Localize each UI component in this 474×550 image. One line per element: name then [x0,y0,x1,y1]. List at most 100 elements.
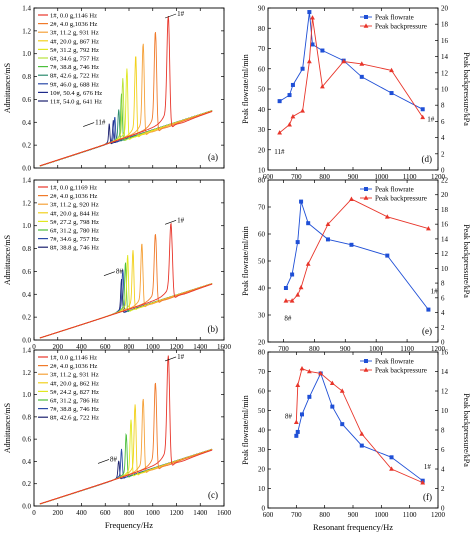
data-point [359,443,364,448]
annotation-arrow [83,122,95,127]
panel-f: 600 700 800 900 1000 1100 12000102030405060708… [241,349,471,533]
y-axis-label: Admittance/mS [3,235,12,285]
y-tick-label: 0.8 [22,73,31,81]
y2-tick-label: 14 [441,368,449,376]
y2-tick-label: 0 [441,167,445,175]
y2-tick-label: 16 [441,221,449,229]
data-point [359,431,365,436]
data-point [277,99,282,104]
legend-label: Peak backpressure [375,23,427,31]
y-tick-label: 40 [258,285,266,293]
x-tick-label: 800 [319,511,330,519]
y2-tick-label: 10 [441,407,449,415]
data-point [295,240,300,245]
legend-label: Peak backpressure [375,195,427,203]
legend-label: 2#, 4.0 g,1036 Hz [50,21,97,28]
y2-axis-label: Peak backpressure/kPa [462,224,471,298]
y-tick-label: 50 [258,407,266,415]
annotation-label: 1# [424,463,432,471]
x-tick-label: 600 [100,509,111,517]
data-point [289,298,295,303]
legend-label: 11#, 54.0 g, 641 Hz [50,99,102,106]
series-line [39,355,213,505]
y-tick-label: 0.0 [22,165,31,173]
panel-label: (b) [208,324,219,334]
data-point [341,58,347,64]
series-line [295,372,423,482]
y-tick-label: 60 [258,65,266,73]
y2-tick-label: 2 [441,485,445,493]
y-tick-label: 0.6 [22,436,31,444]
data-point [389,91,394,96]
x-tick-label: 1100 [403,173,417,181]
y2-tick-label: 10 [441,86,449,94]
legend-marker [363,23,369,28]
series-line [39,222,213,339]
legend-label: 1#, 0.0 g,1146 Hz [50,355,97,362]
y2-tick-label: 4 [441,309,445,317]
legend-marker [364,359,368,363]
annotation-label: 1# [177,10,185,18]
series-line [39,419,213,505]
x-tick-label: 1000 [146,343,161,351]
y2-tick-label: 16 [441,37,449,45]
y-tick-label: 0.4 [22,291,31,299]
x-tick-label: 700 [278,345,289,353]
y-axis-label: Peak flowrate/ml/min [241,226,250,296]
y-tick-label: 0.4 [22,119,31,127]
annotation-label: 1# [177,353,185,361]
data-point [295,429,300,434]
y-tick-label: 30 [258,312,266,320]
data-point [300,66,305,71]
annotation-arrow [103,271,116,276]
legend-label: 5#, 24.2 g, 827 Hz [50,389,99,396]
data-point [426,307,431,312]
x-tick-label: 900 [348,511,359,519]
data-point [295,382,301,387]
y-tick-label: 70 [258,204,266,212]
y-tick-label: 0.0 [22,337,31,345]
legend-marker [364,187,368,191]
y2-tick-label: 16 [441,349,449,357]
legend-label: 2#, 4.0 g,1036 Hz [50,193,97,200]
data-point [318,370,324,376]
x-tick-label: 1200 [431,345,446,353]
y-axis-label: Admittance/mS [3,403,12,453]
data-point [290,82,295,87]
y2-tick-label: 10 [441,265,449,273]
y-tick-label: 1.2 [22,199,31,207]
y-tick-label: 20 [258,339,266,347]
data-point [293,419,299,424]
y-tick-label: 80 [258,177,266,185]
y-tick-label: 70 [258,368,266,376]
plot-frame [267,179,439,343]
y2-tick-label: 12 [441,69,449,77]
data-point [330,404,335,409]
panel-label: (a) [208,152,218,162]
annotation-arrow [164,356,177,362]
x-tick-label: 1200 [431,511,446,519]
data-point [287,93,292,98]
x-tick-label: 1000 [374,173,389,181]
y-tick-label: 0.2 [22,314,31,322]
y2-tick-label: 12 [441,388,449,396]
y2-tick-label: 18 [441,21,449,29]
y2-axis-label: Peak backpressure/kPa [462,52,471,126]
data-point [310,42,315,47]
legend-label: 7#, 38.8 g, 746 Hz [50,64,99,71]
panel-label: (d) [422,154,433,164]
y-tick-label: 0.6 [22,96,31,104]
y2-tick-label: 6 [441,294,445,302]
x-tick-label: 1100 [403,511,417,519]
legend-label: 3#, 11.2 g, 920 Hz [50,202,99,209]
x-tick-label: 800 [319,173,330,181]
legend-marker [364,15,368,19]
y2-tick-label: 22 [441,177,449,185]
y2-tick-label: 8 [441,280,445,288]
data-point [420,480,426,485]
x-tick-label: 700 [291,173,302,181]
legend-label: 5#, 31.2 g, 792 Hz [50,47,99,54]
y-tick-label: 30 [258,446,266,454]
y-axis-label: Peak flowrate/ml/min [241,54,250,124]
x-tick-label: 0 [32,509,36,517]
